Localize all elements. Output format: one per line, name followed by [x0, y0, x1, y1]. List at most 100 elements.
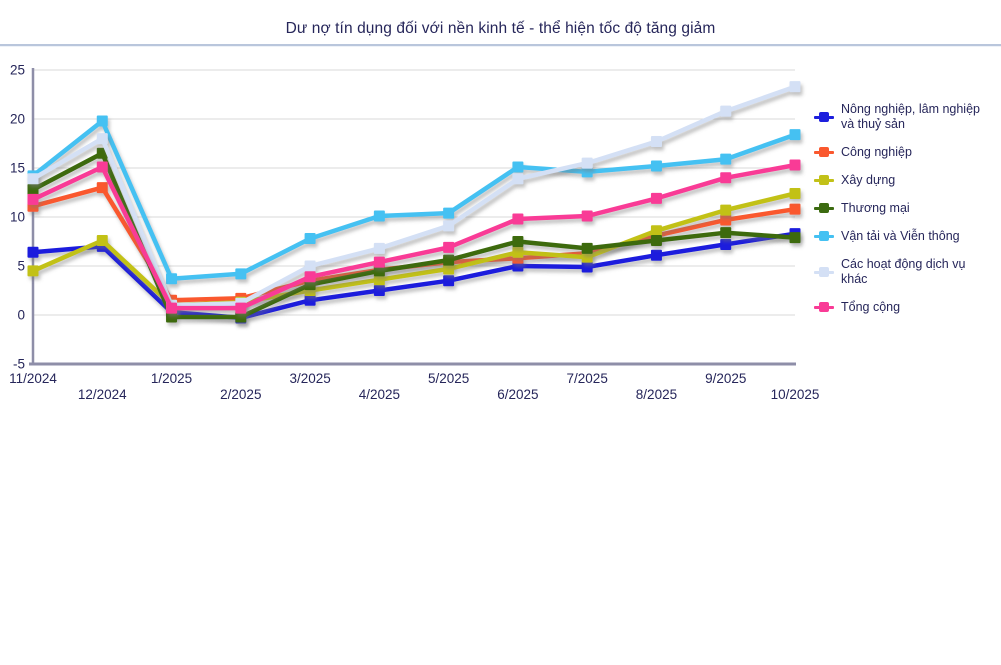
data-point-marker — [373, 242, 385, 254]
title-bar: Dư nợ tín dụng đối với nền kinh tế - thể… — [0, 0, 1001, 44]
data-point-marker — [96, 182, 108, 194]
data-point-marker — [650, 192, 662, 204]
x-tick-label: 7/2025 — [567, 371, 608, 386]
legend-item-2[interactable]: Xây dựng — [814, 173, 992, 188]
legend-item-6[interactable]: Tổng cộng — [814, 300, 992, 315]
series-line — [30, 151, 798, 320]
data-point-marker — [304, 260, 316, 272]
chart-legend: Nông nghiệp, lâm nghiệp và thuỷ sản Công … — [814, 102, 992, 315]
legend-item-3[interactable]: Thương mại — [814, 201, 992, 216]
data-point-marker — [235, 311, 247, 323]
data-point-marker — [789, 187, 801, 199]
y-tick-label: 25 — [10, 63, 25, 78]
data-point-marker — [512, 246, 524, 258]
data-point-marker — [789, 81, 801, 93]
data-point-marker — [304, 233, 316, 245]
data-point-marker — [96, 115, 108, 127]
data-point-marker — [720, 227, 732, 239]
series-lines — [27, 81, 801, 324]
data-point-marker — [720, 214, 732, 226]
legend-label: Các hoạt động dịch vụ khác — [841, 257, 966, 286]
x-tick-label: 8/2025 — [636, 387, 677, 402]
legend-marker-icon — [814, 111, 834, 123]
x-tick-label: 4/2025 — [359, 387, 400, 402]
legend-marker-icon — [814, 302, 834, 313]
series-line — [30, 162, 798, 311]
legend-marker-icon — [814, 266, 834, 278]
data-point-marker — [443, 207, 455, 219]
data-point-marker — [443, 220, 455, 232]
title-divider — [0, 44, 1001, 47]
x-tick-label: 12/2024 — [78, 387, 127, 402]
series-4 — [27, 115, 801, 285]
data-point-marker — [512, 173, 524, 185]
series-line — [30, 231, 798, 321]
legend-label: Thương mại — [841, 201, 910, 215]
data-point-marker — [443, 275, 455, 287]
data-point-marker — [720, 204, 732, 216]
data-point-marker — [581, 157, 593, 169]
series-0 — [27, 228, 801, 324]
legend-label: Vận tải và Viễn thông — [841, 229, 960, 243]
gridlines — [33, 69, 795, 316]
data-point-marker — [720, 238, 732, 250]
x-tick-label: 11/2024 — [9, 371, 57, 386]
data-point-marker — [650, 249, 662, 261]
data-point-marker — [166, 302, 178, 314]
x-tick-label: 10/2025 — [771, 387, 820, 402]
credit-growth-line-chart[interactable]: -5 0 5 10 15 20 25 11/2024 12/2024 1/2025 2/2025 3/… — [0, 0, 1001, 420]
data-point-marker — [650, 136, 662, 148]
legend-marker-icon — [814, 175, 834, 186]
data-point-marker — [443, 241, 455, 253]
data-point-marker — [720, 105, 732, 117]
data-point-marker — [581, 261, 593, 273]
y-tick-label: -5 — [13, 357, 25, 372]
x-tick-label: 6/2025 — [497, 387, 538, 402]
series-3 — [27, 147, 801, 323]
data-point-marker — [512, 236, 524, 247]
data-point-marker — [789, 129, 801, 141]
data-point-marker — [27, 193, 39, 205]
data-point-marker — [373, 285, 385, 296]
x-tick-label: 2/2025 — [220, 387, 261, 402]
y-tick-label: 5 — [17, 259, 25, 274]
data-point-marker — [789, 232, 801, 244]
legend-item-1[interactable]: Công nghiệp — [814, 145, 992, 160]
data-point-marker — [166, 273, 178, 285]
legend-label: Xây dựng — [841, 173, 896, 187]
x-tick-label: 9/2025 — [705, 371, 746, 386]
data-point-marker — [581, 210, 593, 222]
data-point-marker — [27, 173, 39, 185]
legend-item-0[interactable]: Nông nghiệp, lâm nghiệp và thuỷ sản — [814, 102, 992, 132]
axis-tick-labels: -5 0 5 10 15 20 25 11/2024 12/2024 1/2025 2/2025 3/… — [9, 63, 819, 403]
data-point-marker — [789, 203, 801, 215]
y-tick-label: 15 — [10, 161, 25, 176]
x-tick-label: 1/2025 — [151, 371, 192, 386]
data-point-marker — [27, 184, 39, 196]
data-point-marker — [166, 311, 178, 323]
series-6 — [27, 159, 801, 314]
data-point-marker — [581, 251, 593, 263]
legend-label: Tổng cộng — [841, 300, 901, 314]
data-point-marker — [650, 160, 662, 172]
data-point-marker — [96, 235, 108, 247]
data-point-marker — [235, 302, 247, 314]
series-line — [30, 118, 798, 281]
legend-item-4[interactable]: Vận tải và Viễn thông — [814, 229, 992, 244]
data-point-marker — [443, 263, 455, 275]
x-tick-label: 5/2025 — [428, 371, 469, 386]
data-point-marker — [373, 256, 385, 268]
data-point-marker — [443, 254, 455, 266]
data-point-marker — [304, 271, 316, 283]
data-point-marker — [235, 268, 247, 280]
y-tick-label: 20 — [10, 112, 25, 127]
data-point-marker — [96, 161, 108, 173]
y-tick-label: 10 — [10, 210, 25, 225]
data-point-marker — [650, 225, 662, 237]
y-tick-label: 0 — [17, 308, 25, 323]
legend-item-5[interactable]: Các hoạt động dịch vụ khác — [814, 257, 992, 287]
data-point-marker — [373, 210, 385, 222]
data-point-marker — [373, 274, 385, 286]
data-point-marker — [512, 213, 524, 225]
